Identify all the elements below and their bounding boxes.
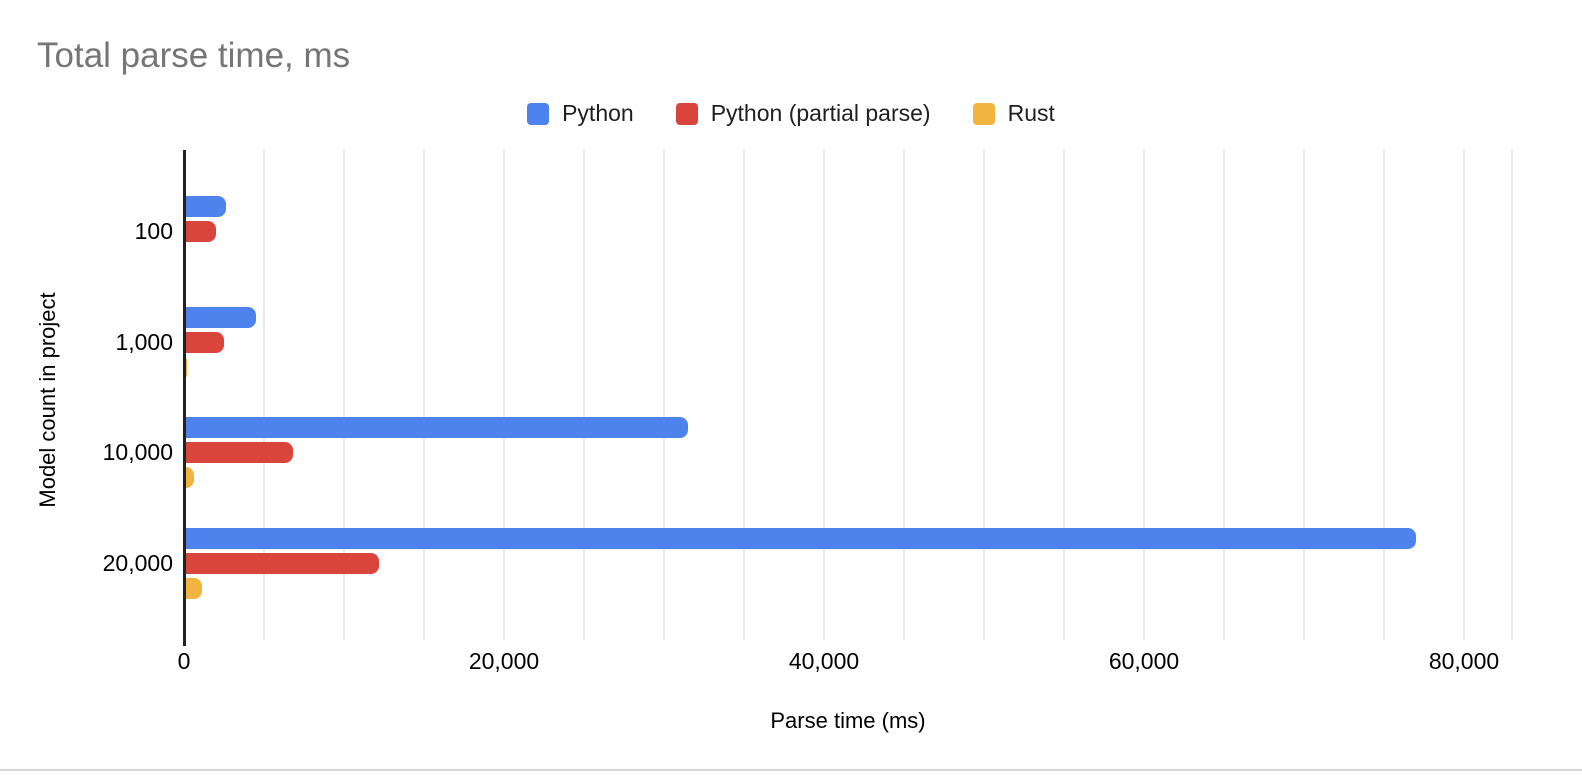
gridline — [743, 150, 745, 640]
y-tick-label-1-000: 1,000 — [115, 328, 173, 355]
bar-python-100 — [184, 196, 226, 217]
legend-item-python-partial: Python (partial parse) — [675, 100, 931, 127]
bar-python-1-000 — [184, 306, 256, 328]
x-axis-ticks: 0 20,000 40,000 60,000 80,000 — [178, 648, 1512, 676]
x-tick-label-60-000: 60,000 — [1108, 648, 1180, 674]
legend-swatch-rust-icon — [972, 102, 995, 125]
bar-python-partial-parse-100 — [184, 221, 216, 242]
gridline — [343, 150, 345, 640]
bar-python-10-000 — [184, 417, 688, 439]
legend-swatch-python-icon — [527, 102, 550, 125]
gridline — [663, 150, 665, 640]
legend-swatch-python-partial-icon — [675, 102, 698, 125]
bar-group-10-000 — [184, 417, 1512, 489]
gridline — [1303, 150, 1305, 640]
y-tick-label-10-000: 10,000 — [102, 439, 173, 466]
plot-right-edge-gridline — [1511, 150, 1513, 640]
gridline — [1382, 150, 1385, 640]
legend: Python Python (partial parse) Rust — [0, 100, 1582, 127]
gridline — [823, 150, 825, 640]
y-axis-line — [183, 150, 186, 646]
chart-title: Total parse time, ms — [37, 36, 351, 75]
y-axis-title: Model count in project — [35, 292, 60, 508]
legend-item-python: Python — [527, 100, 634, 127]
bottom-divider — [0, 769, 1582, 771]
legend-label-python-partial: Python (partial parse) — [710, 100, 931, 126]
legend-label-python: Python — [562, 100, 634, 126]
gridline — [1143, 150, 1145, 640]
bar-group-100 — [184, 196, 1512, 267]
bar-python-20-000 — [184, 528, 1416, 550]
legend-label-rust: Rust — [1007, 100, 1055, 126]
plot-area: 100 1,000 10,000 20,000 — [103, 150, 1513, 646]
bar-python-partial-parse-10-000 — [184, 442, 293, 464]
x-axis-title: Parse time (ms) — [770, 708, 926, 733]
bar-rust-10-000 — [184, 467, 194, 489]
x-tick-label-0: 0 — [177, 648, 191, 674]
y-tick-label-100: 100 — [134, 218, 173, 244]
bar-python-partial-parse-1-000 — [184, 331, 224, 353]
gridline — [503, 150, 505, 640]
gridline — [583, 150, 585, 640]
y-tick-label-20-000: 20,000 — [102, 550, 173, 577]
gridline — [1223, 150, 1225, 640]
legend-item-rust: Rust — [972, 100, 1055, 127]
x-tick-label-40-000: 40,000 — [788, 648, 860, 674]
gridline — [1463, 150, 1465, 640]
gridline — [423, 150, 425, 640]
bar-group-1-000 — [184, 306, 1512, 378]
x-tick-label-20-000: 20,000 — [468, 648, 540, 674]
bar-rust-20-000 — [184, 578, 202, 600]
bar-python-partial-parse-20-000 — [184, 553, 380, 575]
x-tick-label-80-000: 80,000 — [1428, 648, 1500, 674]
gridline — [263, 150, 265, 640]
gridline — [983, 150, 985, 640]
gridline — [1063, 150, 1065, 640]
bar-group-20-000 — [184, 528, 1512, 600]
gridline — [903, 150, 905, 640]
